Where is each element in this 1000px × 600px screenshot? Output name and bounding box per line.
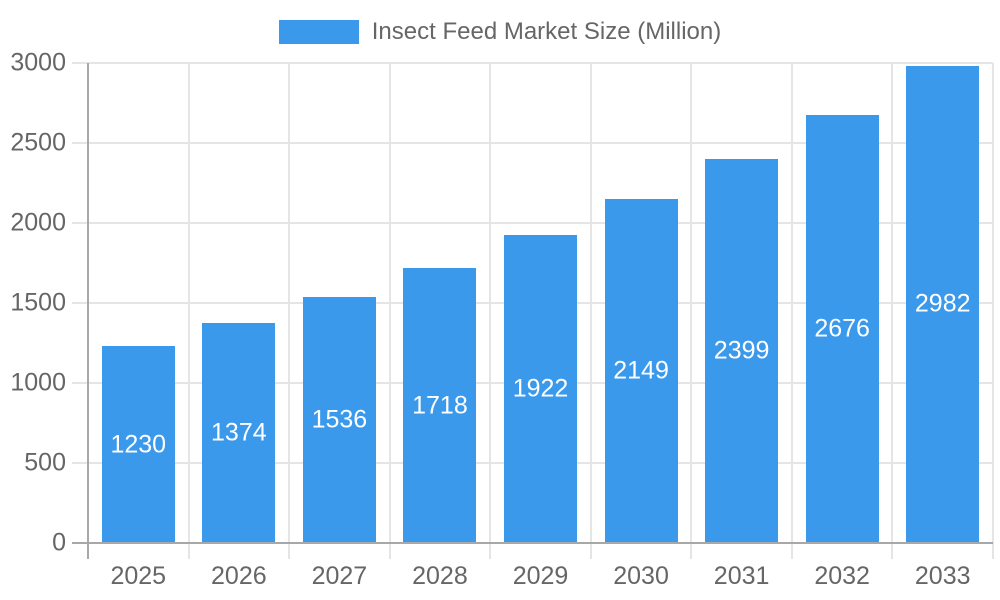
bar-2029[interactable] (504, 235, 577, 543)
x-axis-tick-label: 2026 (211, 562, 267, 590)
bar-2030[interactable] (604, 199, 678, 543)
x-gridline (790, 63, 793, 559)
y-axis-tick-label: 1500 (10, 288, 66, 317)
bar-2028[interactable] (403, 268, 477, 543)
bar-2025[interactable] (101, 346, 175, 543)
bar-value-label: 1718 (412, 391, 468, 420)
y-axis-tick-label: 500 (24, 448, 66, 477)
x-gridline (489, 63, 492, 559)
x-gridline (891, 63, 894, 559)
x-axis-tick-label: 2025 (110, 562, 167, 590)
x-axis-tick-label: 2027 (311, 562, 368, 590)
x-gridline (187, 63, 190, 559)
y-axis-tick-label: 1000 (10, 368, 66, 397)
x-axis-tick-label: 2028 (412, 562, 468, 590)
x-gridline (589, 63, 592, 559)
y-axis-tick-label: 2000 (10, 208, 66, 237)
y-gridline (72, 222, 993, 224)
y-gridline (72, 142, 993, 144)
legend-swatch-icon (278, 20, 359, 44)
x-axis-tick-label: 2032 (814, 562, 870, 590)
legend-label: Insect Feed Market Size (Million) (371, 18, 722, 45)
bar-2031[interactable] (705, 159, 779, 543)
x-axis-zero-line (72, 542, 993, 544)
bar-2032[interactable] (805, 114, 879, 543)
bar-value-label: 1230 (110, 430, 167, 459)
bar-value-label: 1374 (211, 418, 267, 447)
y-axis-tick-label: 3000 (10, 48, 66, 77)
x-axis-tick-label: 2029 (512, 562, 569, 590)
bar-value-label: 1536 (311, 405, 368, 434)
bar-value-label: 1922 (512, 374, 569, 403)
y-gridline (72, 62, 993, 64)
bar-2033[interactable] (906, 65, 980, 543)
y-axis-tick-label: 0 (52, 528, 66, 557)
x-gridline (288, 63, 291, 559)
y-axis-zero-line (87, 63, 89, 559)
bar-value-label: 2982 (914, 289, 971, 318)
y-axis-tick-label: 2500 (10, 128, 66, 157)
x-axis-tick-label: 2030 (613, 562, 669, 590)
x-gridline (690, 63, 693, 559)
x-axis-tick-label: 2031 (713, 562, 770, 590)
bar-2026[interactable] (202, 323, 276, 543)
bar-value-label: 2676 (814, 314, 870, 343)
x-axis-tick-label: 2033 (914, 562, 971, 590)
bar-2027[interactable] (302, 297, 376, 543)
bar-value-label: 2149 (613, 356, 669, 385)
x-gridline (388, 63, 391, 559)
x-gridline (992, 63, 994, 559)
bar-value-label: 2399 (713, 336, 770, 365)
chart-legend[interactable]: Insect Feed Market Size (Million) (0, 18, 1000, 46)
